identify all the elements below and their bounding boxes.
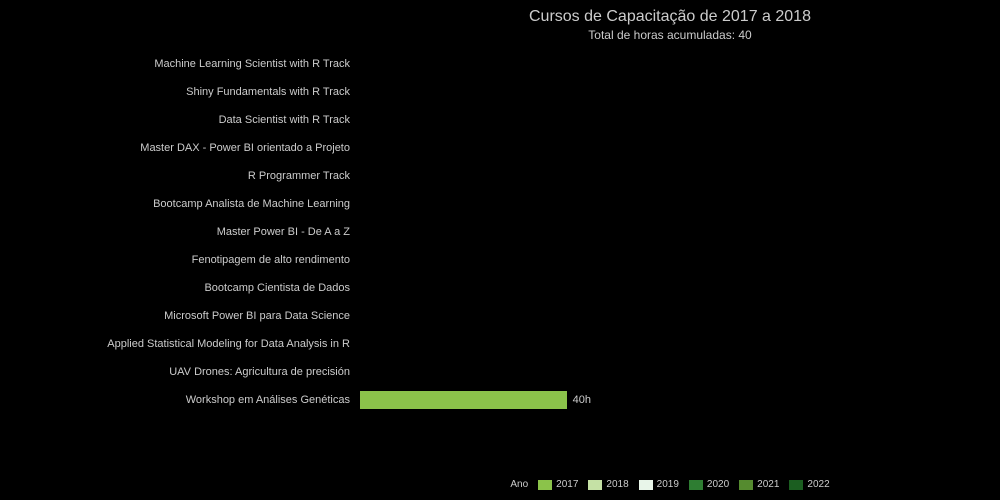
chart-subtitle: Total de horas acumuladas: 40 xyxy=(360,28,980,42)
chart-container: Cursos de Capacitação de 2017 a 2018 Tot… xyxy=(0,0,1000,500)
legend-item: 2017 xyxy=(538,479,578,490)
chart-row: R Programmer Track xyxy=(0,162,1000,190)
chart-row: Fenotipagem de alto rendimento xyxy=(0,246,1000,274)
legend-label: 2017 xyxy=(556,479,578,490)
legend-swatch xyxy=(588,480,602,490)
legend-label: 2021 xyxy=(757,479,779,490)
row-label: Workshop em Análises Genéticas xyxy=(0,394,350,406)
legend-label: 2019 xyxy=(657,479,679,490)
row-label: Machine Learning Scientist with R Track xyxy=(0,58,350,70)
chart-row: Data Scientist with R Track xyxy=(0,106,1000,134)
legend-item: 2018 xyxy=(588,479,628,490)
bar-value-label: 40h xyxy=(573,394,591,406)
chart-row: Shiny Fundamentals with R Track xyxy=(0,78,1000,106)
row-label: Data Scientist with R Track xyxy=(0,114,350,126)
legend-item: 2021 xyxy=(739,479,779,490)
row-label: Microsoft Power BI para Data Science xyxy=(0,310,350,322)
legend-item: 2022 xyxy=(789,479,829,490)
legend-label: 2018 xyxy=(606,479,628,490)
row-label: Applied Statistical Modeling for Data An… xyxy=(0,338,350,350)
chart-row: Microsoft Power BI para Data Science xyxy=(0,302,1000,330)
legend-item: 2019 xyxy=(639,479,679,490)
row-label: Bootcamp Analista de Machine Learning xyxy=(0,198,350,210)
chart-row: Applied Statistical Modeling for Data An… xyxy=(0,330,1000,358)
chart-row: Master DAX - Power BI orientado a Projet… xyxy=(0,134,1000,162)
legend-title: Ano xyxy=(510,479,528,490)
chart-row: Workshop em Análises Genéticas 40h xyxy=(0,386,1000,414)
legend-swatch xyxy=(538,480,552,490)
row-label: R Programmer Track xyxy=(0,170,350,182)
chart-title-block: Cursos de Capacitação de 2017 a 2018 Tot… xyxy=(360,8,980,42)
legend-swatch xyxy=(689,480,703,490)
chart-title: Cursos de Capacitação de 2017 a 2018 xyxy=(360,8,980,26)
legend-item: 2020 xyxy=(689,479,729,490)
legend-label: 2020 xyxy=(707,479,729,490)
row-label: Fenotipagem de alto rendimento xyxy=(0,254,350,266)
chart-row: Bootcamp Cientista de Dados xyxy=(0,274,1000,302)
chart-row: UAV Drones: Agricultura de precisión xyxy=(0,358,1000,386)
legend-swatch xyxy=(639,480,653,490)
row-label: Master Power BI - De A a Z xyxy=(0,226,350,238)
legend-label: 2022 xyxy=(807,479,829,490)
chart-row: Master Power BI - De A a Z xyxy=(0,218,1000,246)
chart-row: Machine Learning Scientist with R Track xyxy=(0,50,1000,78)
row-label: Bootcamp Cientista de Dados xyxy=(0,282,350,294)
chart-rows: Machine Learning Scientist with R Track S… xyxy=(0,50,1000,414)
chart-legend: Ano 2017 2018 2019 2020 2021 2022 xyxy=(360,474,980,492)
legend-swatch xyxy=(789,480,803,490)
legend-swatch xyxy=(739,480,753,490)
row-label: UAV Drones: Agricultura de precisión xyxy=(0,366,350,378)
chart-row: Bootcamp Analista de Machine Learning xyxy=(0,190,1000,218)
row-label: Shiny Fundamentals with R Track xyxy=(0,86,350,98)
row-label: Master DAX - Power BI orientado a Projet… xyxy=(0,142,350,154)
bar xyxy=(360,391,567,409)
